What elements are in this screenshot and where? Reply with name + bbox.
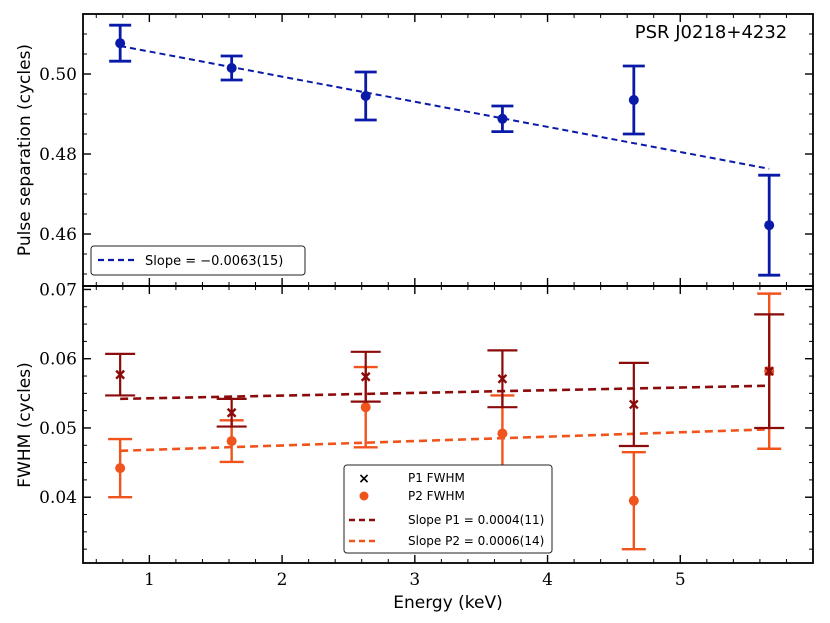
p1-fwhm-marker-stroke [497,373,508,384]
p2-fwhm-point [497,428,508,439]
p1-fwhm-marker-stroke [360,371,371,382]
legend-label-p2: P2 FWHM [408,489,465,503]
top-panel-frame [82,13,814,287]
bottom-axes: 0.04 0.05 0.06 0.07 1 2 3 4 5 [39,280,813,590]
bottom-y-tick-label: 0.07 [39,280,77,300]
pulse-separation-point [497,113,508,124]
x-tick-label: 3 [409,570,420,590]
p2-fit-line [120,428,770,453]
legend-marker-dot-icon [359,491,369,501]
p2-fwhm-point [360,402,371,413]
p1-fit-line [120,384,770,401]
top-legend-label: Slope = −0.0063(15) [145,254,283,269]
p1-fwhm-marker-stroke [628,399,639,410]
pulse-separation-point [628,95,639,105]
p1-fwhm-point [497,373,508,384]
p2-fwhm-point [226,436,237,447]
p2-fwhm-point [115,463,126,474]
p1-fwhm-point [360,371,371,382]
top-legend: Slope = −0.0063(15) [90,245,306,276]
top-y-tick-label: 0.50 [39,65,77,85]
p1-fwhm-marker-stroke [226,407,237,418]
p1-fwhm-marker-stroke [115,369,126,380]
x-tick-label: 4 [542,570,553,590]
top-y-tick-label: 0.48 [39,145,77,165]
legend-label-p1-fit: Slope P1 = 0.0004(11) [408,513,544,527]
bottom-panel-frame [82,285,814,564]
p1-fwhm-point [628,399,639,410]
top-y-tick-label: 0.46 [39,225,77,245]
bottom-y-axis-label: FWHM (cycles) [15,362,35,488]
p1-fwhm-marker-stroke [764,366,775,377]
bottom-y-tick-label: 0.06 [39,350,77,370]
x-tick-label: 5 [675,570,686,590]
pulse-separation-point [764,220,775,231]
top-plot-area [109,23,781,277]
legend-label-p2-fit: Slope P2 = 0.0006(14) [408,534,544,548]
x-axis-label: Energy (keV) [393,593,503,613]
bottom-legend-box [343,464,553,554]
x-tick-label: 2 [277,570,288,590]
legend-label-p1: P1 FWHM [408,471,465,485]
top-legend-box [90,245,306,276]
pulse-separation-point [360,91,371,101]
p1-fwhm-point [226,407,237,418]
top-y-axis-label: Pulse separation (cycles) [15,44,35,256]
legend-marker-x-icon: × [358,471,370,487]
bottom-y-tick-label: 0.04 [39,488,77,508]
pulsar-name-annotation: PSR J0218+4232 [635,22,788,43]
pulse-separation-point [226,63,237,73]
slope-fit-line [119,45,770,170]
bottom-legend: × P1 FWHM P2 FWHM Slope P1 = 0.0004(11) … [343,464,553,554]
bottom-plot-area [105,292,785,551]
bottom-y-tick-label: 0.05 [39,419,77,439]
p1-fwhm-point [115,369,126,380]
p2-fwhm-point [628,495,639,506]
x-tick-label: 1 [144,570,155,590]
top-y-axis: 0.46 0.48 0.50 [39,13,813,286]
p1-fwhm-point [764,366,775,377]
pulse-separation-point [115,38,126,49]
